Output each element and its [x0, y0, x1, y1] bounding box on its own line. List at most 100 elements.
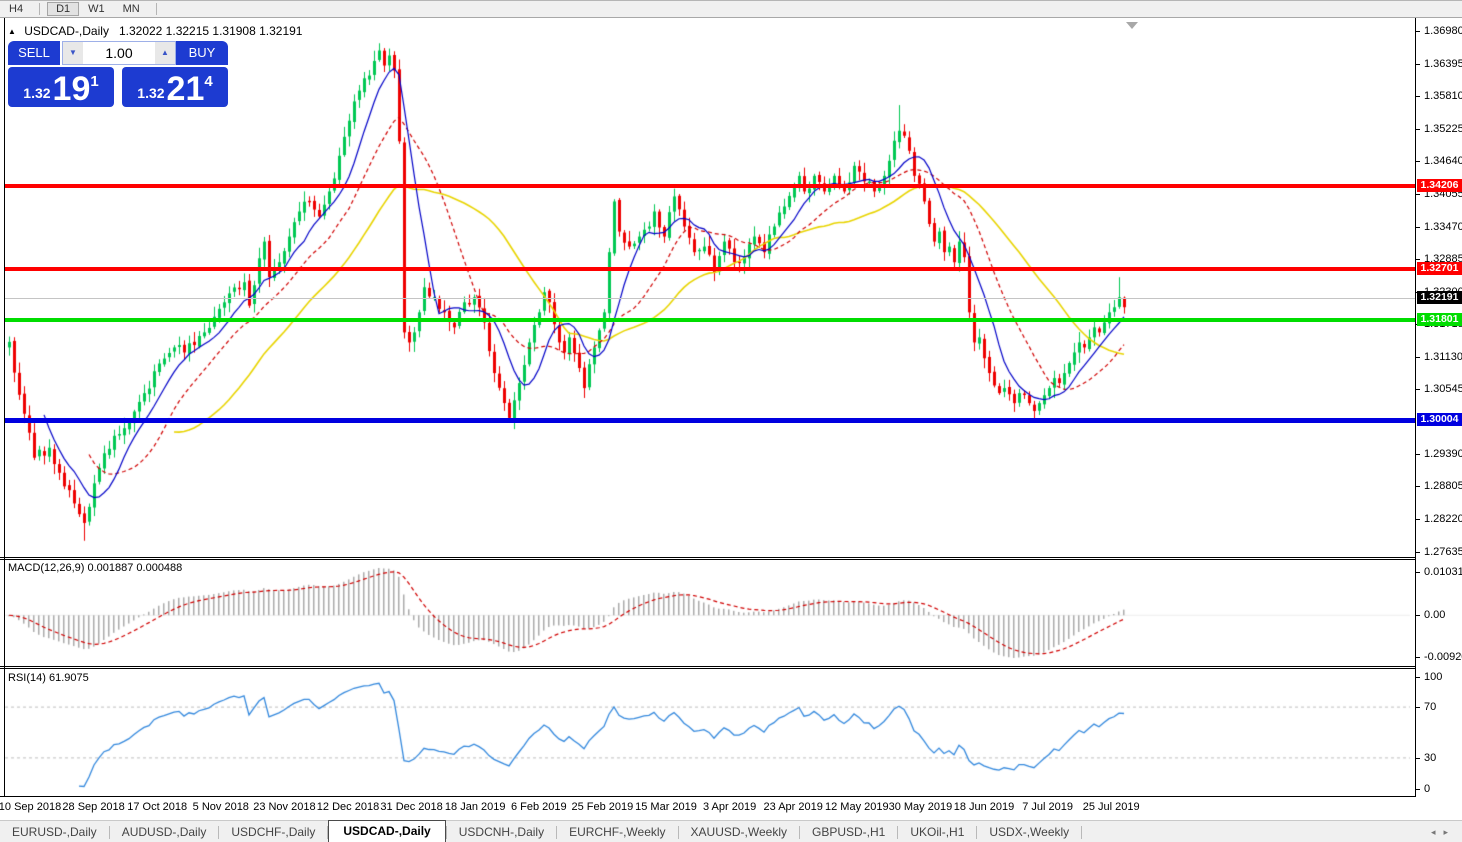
hline-support-green[interactable] — [5, 318, 1415, 322]
pane-splitter[interactable] — [0, 559, 1416, 560]
date-axis-label: 18 Jan 2019 — [444, 801, 506, 813]
pane-splitter[interactable] — [0, 666, 1416, 667]
price-axis-tick — [1415, 227, 1420, 228]
macd-scale-max: 0.010311 — [1424, 566, 1462, 578]
pane-splitter — [0, 796, 1416, 797]
collapse-panel-icon[interactable]: ▲ — [8, 27, 16, 36]
price-axis-tick — [1415, 194, 1420, 195]
price-axis-tick-label: 1.31130 — [1424, 351, 1462, 363]
date-axis-label: 12 Dec 2018 — [316, 801, 380, 813]
rsi-label: RSI(14) 61.9075 — [8, 672, 89, 684]
chart-tab-eurchf-weekly[interactable]: EURCHF-,Weekly — [569, 825, 666, 839]
pane-splitter[interactable] — [0, 668, 1416, 669]
price-axis-tick-label: 1.36980 — [1424, 25, 1462, 37]
price-axis-tick — [1415, 161, 1420, 162]
date-axis-label: 23 Nov 2018 — [253, 801, 316, 813]
price-axis-tick — [1415, 129, 1420, 130]
price-axis-tick — [1415, 389, 1420, 390]
date-axis-label: 3 Apr 2019 — [702, 801, 757, 813]
price-axis-tick-label: 1.34640 — [1424, 155, 1462, 167]
price-chart-canvas[interactable] — [0, 18, 1415, 557]
current-price-line — [5, 298, 1415, 299]
tab-scroll-arrows[interactable]: ◂▸ — [1431, 827, 1456, 838]
chart-tab-gbpusd-h1[interactable]: GBPUSD-,H1 — [812, 825, 886, 839]
chart-symbol-title[interactable]: ▲ USDCAD-,Daily 1.32022 1.32215 1.31908 … — [8, 24, 302, 38]
chart-tab-ukoil-h1[interactable]: UKOil-,H1 — [910, 825, 965, 839]
tab-separator — [1081, 826, 1083, 839]
buy-button[interactable]: BUY — [176, 41, 228, 65]
date-axis-label: 28 Sep 2018 — [62, 801, 125, 813]
macd-label: MACD(12,26,9) 0.001887 0.000488 — [8, 562, 183, 574]
sell-button[interactable]: SELL — [8, 41, 60, 65]
price-axis-tick-label: 1.33470 — [1424, 221, 1462, 233]
timeframe-toolbar: H4 D1 W1 MN — [0, 1, 1462, 18]
date-axis-label: 30 May 2019 — [888, 801, 953, 813]
hline-resistance-lower[interactable] — [5, 267, 1415, 271]
tab-scroll-right-icon[interactable]: ▸ — [1443, 827, 1456, 837]
pane-splitter[interactable] — [0, 557, 1416, 558]
price-axis-tick — [1415, 64, 1420, 65]
tab-scroll-left-icon[interactable]: ◂ — [1430, 827, 1444, 837]
rsi-indicator-canvas[interactable] — [0, 669, 1415, 796]
sell-price-box[interactable]: 1.32 19 1 — [8, 67, 114, 107]
chart-tab-xauusd-weekly[interactable]: XAUUSD-,Weekly — [690, 825, 787, 839]
chart-shift-marker-icon[interactable] — [1126, 22, 1138, 29]
volume-input[interactable]: 1.00 — [105, 45, 133, 61]
date-axis-label: 18 Jun 2019 — [953, 801, 1015, 813]
axis-tick — [1415, 758, 1420, 759]
date-axis-label: 15 Mar 2019 — [635, 801, 697, 813]
chart-tab-usdcad-daily[interactable]: USDCAD-,Daily — [328, 820, 446, 842]
tab-separator — [677, 826, 679, 839]
hline-support-blue[interactable] — [5, 418, 1415, 423]
date-axis-label: 10 Sep 2018 — [0, 801, 62, 813]
price-axis-tick — [1415, 96, 1420, 97]
chart-tab-bar: EURUSD-,Daily AUDUSD-,Daily USDCHF-,Daily U… — [0, 820, 1462, 842]
chart-tab-eurusd-daily[interactable]: EURUSD-,Daily — [12, 825, 97, 839]
price-axis-tick-label: 1.36395 — [1424, 58, 1462, 70]
chart-tab-usdcnh-daily[interactable]: USDCNH-,Daily — [458, 825, 545, 839]
macd-scale-zero: 0.00 — [1424, 609, 1446, 621]
tab-separator — [327, 826, 329, 839]
hline-price-label-resistance-lower: 1.32701 — [1417, 262, 1462, 275]
price-axis-tick — [1415, 519, 1420, 520]
volume-decrease-icon[interactable]: ▼ — [63, 42, 83, 64]
axis-tick — [1415, 615, 1420, 616]
hline-price-label-resistance-upper: 1.34206 — [1417, 179, 1462, 192]
hline-price-label-support-green: 1.31801 — [1417, 313, 1462, 326]
rsi-scale-100: 100 — [1424, 671, 1443, 683]
symbol-ohlc-values: 1.32022 1.32215 1.31908 1.32191 — [118, 24, 303, 38]
date-axis-label: 31 Dec 2018 — [380, 801, 443, 813]
price-axis-tick — [1415, 357, 1420, 358]
date-axis-label: 6 Feb 2019 — [510, 801, 567, 813]
timeframe-h4-button[interactable]: H4 — [9, 3, 24, 15]
price-axis-tick — [1415, 486, 1420, 487]
buy-price-box[interactable]: 1.32 21 4 — [122, 67, 228, 107]
timeframe-mn-button[interactable]: MN — [122, 3, 140, 15]
timeframe-d1-button[interactable]: D1 — [47, 2, 80, 16]
chart-tab-audusd-daily[interactable]: AUDUSD-,Daily — [121, 825, 207, 839]
tab-separator — [897, 826, 899, 839]
symbol-name: USDCAD-,Daily — [24, 24, 109, 38]
price-axis-tick — [1415, 454, 1420, 455]
macd-indicator-canvas[interactable] — [0, 560, 1415, 666]
axis-tick — [1415, 677, 1420, 678]
current-price-label: 1.32191 — [1417, 291, 1462, 304]
chart-tab-usdchf-daily[interactable]: USDCHF-,Daily — [231, 825, 316, 839]
date-axis-label: 7 Jul 2019 — [1022, 801, 1073, 813]
chart-tab-usdx-weekly[interactable]: USDX-,Weekly — [989, 825, 1070, 839]
timeframe-w1-button[interactable]: W1 — [88, 3, 105, 15]
price-axis-tick-label: 1.27635 — [1424, 546, 1462, 558]
toolbar-separator — [39, 3, 41, 15]
price-axis-tick-label: 1.29390 — [1424, 448, 1462, 460]
volume-increase-icon[interactable]: ▲ — [155, 42, 175, 64]
price-axis-tick — [1415, 552, 1420, 553]
rsi-scale-70: 70 — [1424, 701, 1437, 713]
hline-resistance-upper[interactable] — [5, 184, 1415, 188]
tab-separator — [976, 826, 978, 839]
date-axis[interactable]: 10 Sep 2018 28 Sep 2018 17 Oct 2018 5 Nov 2… — [0, 797, 1415, 819]
tab-separator — [556, 826, 558, 839]
price-axis-tick — [1415, 259, 1420, 260]
date-axis-label: 17 Oct 2018 — [127, 801, 188, 813]
price-axis-tick-label: 1.30545 — [1424, 383, 1462, 395]
